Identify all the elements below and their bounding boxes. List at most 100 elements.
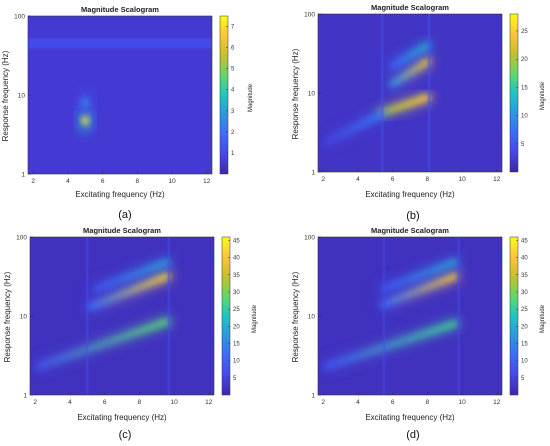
panel-c-feature-vline bbox=[168, 237, 170, 395]
panel-a-ytick-label: 10 bbox=[18, 92, 26, 99]
panel-a-label: (a) bbox=[118, 209, 131, 221]
panel-b-xtick-label: 8 bbox=[426, 176, 430, 183]
panel-d-xtick-label: 8 bbox=[426, 399, 430, 406]
panel-d-colorbar bbox=[509, 236, 519, 396]
panel-b-plot: 2 4 6 8 10 12 1 10 100 5 10 15 20 25 bbox=[304, 11, 528, 183]
panel-d-feature-ridge bbox=[321, 318, 461, 372]
panel-a-colorbar-tick-label: 7 bbox=[231, 25, 235, 31]
panel-c-colorbar-tick-label: 25 bbox=[233, 307, 240, 313]
panel-d-colorbar-tick-label: 15 bbox=[521, 341, 528, 347]
panel-d-ytick-label: 1 bbox=[311, 392, 315, 399]
panel-c-xtick-label: 4 bbox=[68, 399, 72, 406]
panel-d-heatmap-features bbox=[321, 237, 494, 395]
panel-c-feature-ridge bbox=[85, 270, 173, 313]
panel-d-colorbar-tick-label: 40 bbox=[521, 256, 528, 262]
panel-d-xtick-label: 10 bbox=[458, 399, 466, 406]
panel-c-colorbar-tick-label: 45 bbox=[233, 238, 240, 244]
panel-d: 2 4 6 8 10 12 1 10 100 5 10 15 20 25 30 35 40 45 Magnitud… bbox=[291, 226, 546, 441]
panel-b-colorbar bbox=[509, 13, 519, 173]
panel-d-heatmap-background bbox=[318, 237, 502, 395]
panel-c-xtick-label: 6 bbox=[103, 399, 107, 406]
panel-d-label: (d) bbox=[406, 429, 419, 441]
panel-a-xtick-label: 2 bbox=[31, 178, 35, 185]
panel-d-xtick-label: 4 bbox=[356, 399, 360, 406]
panel-c-heatmap-background bbox=[30, 237, 214, 395]
panel-a-xtick-label: 10 bbox=[168, 178, 176, 185]
panel-b-xtick-label: 10 bbox=[458, 176, 466, 183]
panel-c-xtick-label: 12 bbox=[205, 399, 213, 406]
panel-d-xtick-label: 12 bbox=[493, 399, 501, 406]
panel-b: 2 4 6 8 10 12 1 10 100 5 10 15 20 25 Magnitude Scalog… bbox=[291, 3, 546, 222]
panel-c-plot: 2 4 6 8 10 12 1 10 100 5 10 15 20 25 30 35 40 45 bbox=[16, 234, 240, 406]
panel-b-colorbar-tick-label: 5 bbox=[521, 142, 525, 148]
panel-a-feature-spot bbox=[79, 90, 92, 115]
panel-a-feature-band bbox=[28, 38, 212, 49]
panel-a-colorbar-tick-label: 2 bbox=[231, 130, 235, 136]
panel-d-colorbar-tick-label: 30 bbox=[521, 290, 528, 296]
panel-a-xlabel: Excitating frequency (Hz) bbox=[75, 190, 165, 199]
panel-b-ytick-label: 1 bbox=[311, 169, 315, 176]
panel-b-colorbar-tick-label: 20 bbox=[521, 57, 528, 63]
panel-b-feature-vline bbox=[428, 14, 430, 172]
panel-c-xtick-label: 8 bbox=[138, 399, 142, 406]
panel-c-feature-vline bbox=[86, 237, 89, 395]
panel-c-colorbar-tick-label: 20 bbox=[233, 324, 240, 330]
panel-a-colorbar-tick-label: 4 bbox=[231, 88, 235, 94]
panel-b-colorbar-tick-label: 10 bbox=[521, 114, 528, 120]
panel-c-ytick-label: 1 bbox=[23, 392, 27, 399]
panel-b-feature-ridge bbox=[387, 39, 433, 72]
panel-c-title: Magnitude Scalogram bbox=[83, 226, 161, 235]
panel-a-xtick-label: 4 bbox=[66, 178, 70, 185]
panel-c-colorbar-tick-label: 15 bbox=[233, 341, 240, 347]
panel-c-colorbar-tick-label: 40 bbox=[233, 256, 240, 262]
panel-d-colorbar-tick-label: 25 bbox=[521, 307, 528, 313]
panel-b-feature-vline bbox=[381, 14, 384, 172]
panel-a-colorbar-tick-label: 3 bbox=[231, 109, 235, 115]
panel-c-colorbar-tick-label: 30 bbox=[233, 290, 240, 296]
panel-b-colorbar-label: Magnitude bbox=[540, 81, 546, 110]
panel-b-xtick-label: 4 bbox=[356, 176, 360, 183]
panel-b-colorbar-tick-label: 15 bbox=[521, 85, 528, 91]
panel-c-colorbar-label: Magnitude bbox=[252, 304, 258, 333]
panel-c-colorbar-tick-label: 10 bbox=[233, 359, 240, 365]
panel-a-ytick-label: 100 bbox=[14, 13, 25, 20]
panel-b-ytick-label: 10 bbox=[308, 90, 316, 97]
panel-a-ylabel: Response frequency (Hz) bbox=[1, 50, 10, 141]
panel-c-feature-ridge bbox=[33, 316, 173, 372]
panel-d-ytick-label: 10 bbox=[308, 313, 316, 320]
panel-c-ylabel: Response frequency (Hz) bbox=[3, 271, 12, 362]
panel-c-xtick-label: 2 bbox=[33, 399, 37, 406]
panel-a-colorbar-label: Magnitude bbox=[248, 83, 254, 112]
panel-d-feature-vline bbox=[383, 237, 385, 395]
panel-b-xtick-label: 12 bbox=[493, 176, 501, 183]
panel-c-ytick-label: 100 bbox=[16, 234, 27, 241]
panel-d-xtick-label: 2 bbox=[321, 399, 325, 406]
panel-a-xtick-label: 12 bbox=[203, 178, 211, 185]
panel-b-colorbar-tick-label: 25 bbox=[521, 29, 528, 35]
panel-c-xtick-label: 10 bbox=[170, 399, 178, 406]
panel-b-ylabel: Response frequency (Hz) bbox=[291, 48, 300, 139]
panel-b-heatmap-features bbox=[321, 14, 485, 172]
panel-c-colorbar-tick-label: 35 bbox=[233, 273, 240, 279]
panel-c-colorbar bbox=[221, 236, 231, 396]
panel-d-feature-vline bbox=[457, 237, 460, 395]
panel-b-feature-ridge bbox=[376, 91, 433, 119]
panel-a-colorbar-tick-label: 5 bbox=[231, 67, 235, 73]
panel-b-xtick-label: 2 bbox=[321, 176, 325, 183]
panel-c-xlabel: Excitating frequency (Hz) bbox=[77, 413, 167, 422]
panel-d-colorbar-label: Magnitude bbox=[540, 304, 546, 333]
panel-b-xtick-label: 6 bbox=[391, 176, 395, 183]
panel-d-colorbar-tick-label: 20 bbox=[521, 324, 528, 330]
panel-c-ytick-label: 10 bbox=[20, 313, 28, 320]
panel-d-colorbar-tick-label: 5 bbox=[521, 376, 525, 382]
panel-b-xlabel: Excitating frequency (Hz) bbox=[365, 190, 455, 199]
panel-b-ytick-label: 100 bbox=[304, 11, 315, 18]
panel-b-feature-ridge bbox=[387, 56, 433, 90]
panel-c-feature-ridge bbox=[90, 256, 173, 295]
panel-d-xtick-label: 6 bbox=[391, 399, 395, 406]
panel-a-xtick-label: 6 bbox=[101, 178, 105, 185]
panel-b-title: Magnitude Scalogram bbox=[371, 3, 449, 12]
panel-a-colorbar-tick-label: 6 bbox=[231, 46, 235, 52]
